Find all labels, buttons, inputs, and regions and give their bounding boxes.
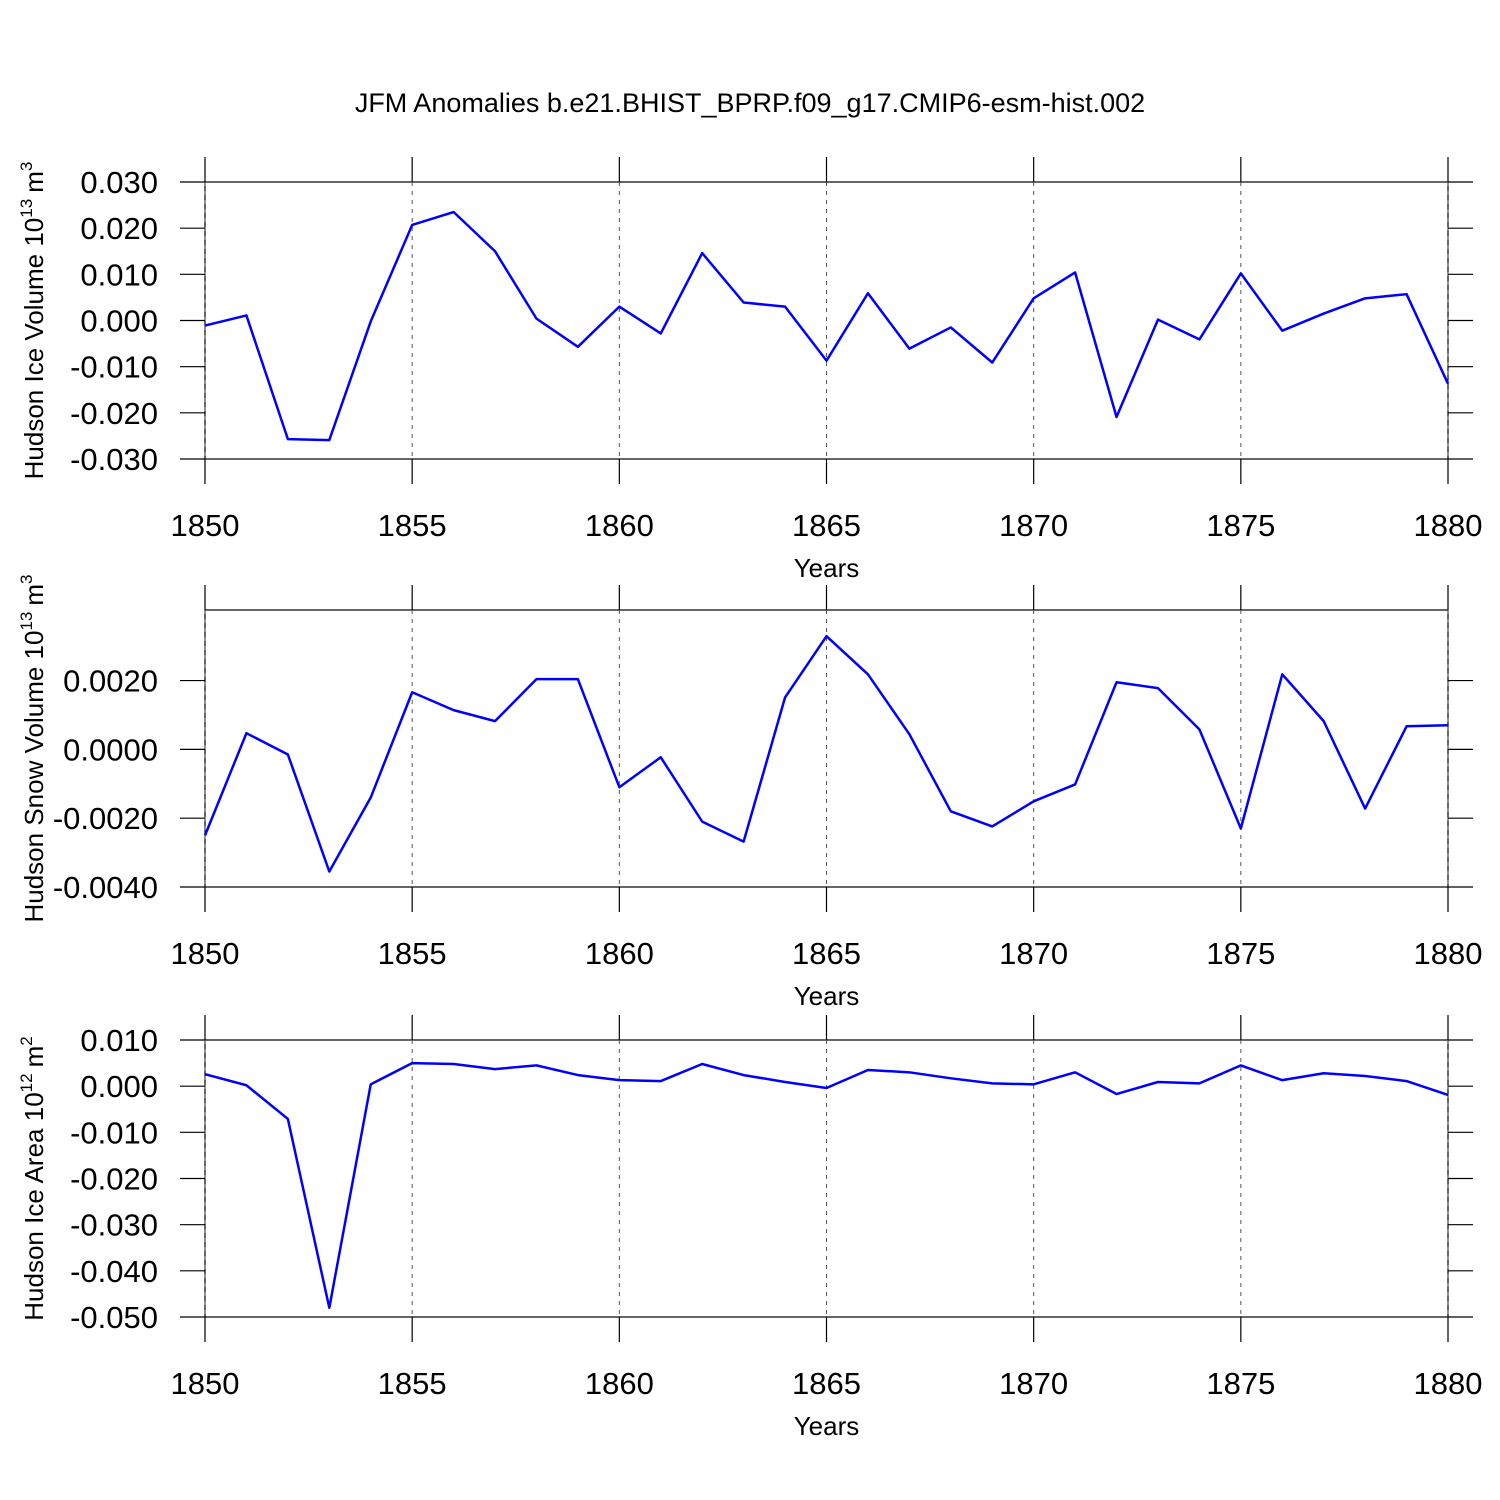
y-axis-label-exponent: 13 [17, 199, 36, 218]
x-tick-label: 1870 [999, 936, 1068, 971]
y-axis-label-part: Hudson Snow Volume 10 [19, 631, 49, 923]
x-tick-label: 1875 [1206, 1366, 1275, 1401]
x-tick-label: 1865 [792, 1366, 861, 1401]
x-tick-label: 1855 [378, 936, 447, 971]
y-tick-label: -0.010 [70, 1115, 158, 1150]
x-axis-label: Years [794, 553, 860, 583]
y-tick-label: 0.0020 [63, 664, 158, 699]
x-tick-label: 1850 [171, 936, 240, 971]
y-tick-label: -0.020 [70, 396, 158, 431]
y-axis-label-part: Hudson Ice Volume 10 [19, 218, 49, 480]
y-tick-label: 0.030 [80, 165, 158, 200]
y-axis-label: Hudson Ice Volume 1013 m3 [17, 162, 49, 480]
y-axis-label: Hudson Snow Volume 1013 m3 [17, 574, 49, 922]
y-axis-label-part: m [19, 584, 49, 606]
x-tick-label: 1865 [792, 936, 861, 971]
x-tick-label: 1855 [378, 1366, 447, 1401]
y-tick-label: 0.010 [80, 257, 158, 292]
x-tick-label: 1880 [1414, 1366, 1483, 1401]
x-tick-label: 1875 [1206, 936, 1275, 971]
y-axis-label-exponent: 13 [17, 612, 36, 631]
figure-title: JFM Anomalies b.e21.BHIST_BPRP.f09_g17.C… [355, 88, 1145, 118]
y-axis-label: Hudson Ice Area 1012 m2 [17, 1036, 49, 1320]
y-tick-label: 0.010 [80, 1023, 158, 1058]
x-tick-label: 1880 [1414, 936, 1483, 971]
x-tick-label: 1855 [378, 508, 447, 543]
y-axis-label-exponent: 3 [17, 574, 36, 583]
y-tick-label: -0.0040 [53, 870, 158, 905]
x-tick-label: 1875 [1206, 508, 1275, 543]
y-tick-label: -0.010 [70, 350, 158, 385]
data-line [204, 210, 1450, 442]
x-tick-label: 1860 [585, 936, 654, 971]
y-axis-label-part: m [19, 171, 49, 193]
y-tick-label: 0.000 [80, 304, 158, 339]
x-tick-label: 1850 [171, 508, 240, 543]
y-tick-label: 0.0000 [63, 732, 158, 767]
y-axis-label-exponent: 12 [17, 1073, 36, 1092]
y-axis-label-exponent: 3 [17, 162, 36, 171]
data-line [203, 634, 1449, 873]
y-tick-label: -0.030 [70, 1208, 158, 1243]
y-tick-label: -0.030 [70, 442, 158, 477]
y-tick-label: -0.0020 [53, 801, 158, 836]
y-tick-label: -0.050 [70, 1300, 158, 1335]
y-axis-label-part: m [19, 1046, 49, 1068]
y-tick-label: 0.020 [80, 211, 158, 246]
x-tick-label: 1850 [171, 1366, 240, 1401]
y-tick-label: 0.000 [80, 1069, 158, 1104]
y-tick-label: -0.020 [70, 1162, 158, 1197]
y-axis-label-part: Hudson Ice Area 10 [19, 1092, 49, 1320]
x-tick-label: 1865 [792, 508, 861, 543]
x-tick-label: 1860 [585, 1366, 654, 1401]
x-tick-label: 1870 [999, 508, 1068, 543]
data-line [204, 1061, 1449, 1310]
x-axis-label: Years [794, 1411, 860, 1441]
y-axis-label-exponent: 2 [17, 1036, 36, 1045]
x-tick-label: 1870 [999, 1366, 1068, 1401]
x-axis-label: Years [794, 981, 860, 1011]
x-tick-label: 1880 [1414, 508, 1483, 543]
x-tick-label: 1860 [585, 508, 654, 543]
y-tick-label: -0.040 [70, 1254, 158, 1289]
